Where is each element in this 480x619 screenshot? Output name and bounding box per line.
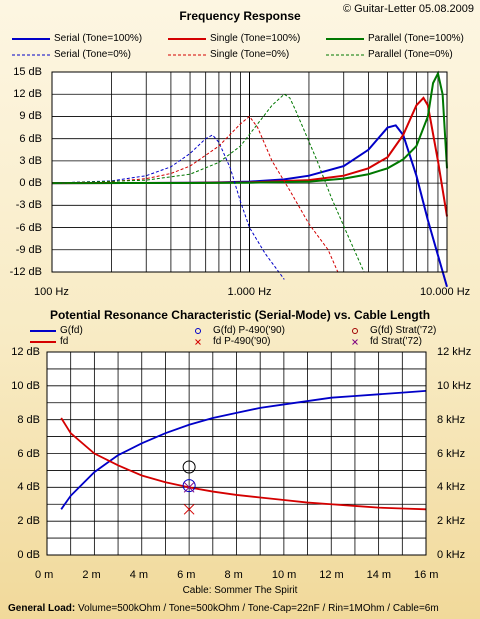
- y-tick-label: 12 dB: [13, 88, 42, 101]
- data-point-x: [183, 503, 195, 515]
- series-line: [51, 70, 448, 185]
- y2-tick-label: 6 kHz: [437, 447, 466, 460]
- series-line: [51, 115, 339, 273]
- x-tick-label: 8 m: [224, 569, 243, 581]
- data-point-circle: [182, 479, 196, 493]
- legend-label: fd P-490('90): [213, 336, 271, 347]
- legend-label: G(fd) P-490('90): [213, 325, 285, 336]
- frequency-response-chart: [51, 70, 448, 288]
- y-tick-label: 9 dB: [19, 110, 42, 123]
- x-tick-label: 14 m: [366, 569, 392, 581]
- y-tick-label: 3 dB: [19, 154, 42, 167]
- copyright-text: © Guitar-Letter 05.08.2009: [342, 3, 474, 15]
- y-tick-label: 12 dB: [11, 346, 40, 358]
- legend-label: Serial (Tone=0%): [54, 49, 131, 60]
- y2-tick-label: 8 kHz: [437, 413, 466, 426]
- series-line: [60, 417, 427, 511]
- legend-label: G(fd) Strat('72): [370, 325, 437, 336]
- x-tick-label: 12 m: [319, 569, 344, 581]
- legend-label: Serial (Tone=100%): [54, 33, 143, 44]
- y-tick-label: 6 dB: [17, 447, 40, 460]
- y2-tick-label: 0 kHz: [437, 549, 466, 561]
- x-tick-label: 16 m: [414, 569, 439, 581]
- x-tick-label: 10.000 Hz: [420, 286, 471, 298]
- x-tick-label: 10 m: [271, 569, 297, 581]
- x-tick-label: 100 Hz: [34, 286, 69, 298]
- y2-tick-label: 10 kHz: [437, 379, 472, 392]
- footer-general-load: General Load: Volume=500kOhm / Tone=500k…: [8, 603, 439, 614]
- legend-label: Parallel (Tone=100%): [368, 33, 464, 44]
- data-point-circle: [182, 460, 196, 474]
- footer-text: Volume=500kOhm / Tone=500kOhm / Tone-Cap…: [75, 603, 439, 614]
- y2-tick-label: 12 kHz: [437, 346, 472, 358]
- footer-label: General Load:: [8, 603, 76, 614]
- legend-label: Parallel (Tone=0%): [368, 49, 453, 60]
- legend-label: Single (Tone=0%): [210, 49, 290, 60]
- y-tick-label: 2 dB: [17, 515, 40, 528]
- y-tick-label: 6 dB: [19, 132, 42, 145]
- x-tick-label: 4 m: [129, 569, 149, 581]
- y-tick-label: -6 dB: [15, 221, 42, 234]
- x-tick-label: 6 m: [177, 569, 196, 581]
- y-tick-label: -3 dB: [15, 199, 42, 212]
- y-tick-label: -9 dB: [15, 243, 42, 256]
- legend-label: fd Strat('72): [370, 336, 422, 347]
- legend-label: G(fd): [60, 325, 83, 336]
- x-tick-label: 1.000 Hz: [227, 286, 272, 298]
- data-point-x: [183, 481, 195, 493]
- legend-label: fd: [60, 336, 69, 347]
- plot-border: [51, 71, 448, 273]
- plot-border: [46, 351, 427, 556]
- y-tick-label: 15 dB: [13, 66, 42, 78]
- y-tick-label: -12 dB: [9, 266, 42, 278]
- y-tick-label: 0 dB: [19, 177, 42, 190]
- legend-label: Single (Tone=100%): [210, 33, 301, 44]
- y-tick-label: 10 dB: [11, 379, 40, 392]
- chart2-x-label: Cable: Sommer The Spirit: [182, 585, 298, 596]
- y-tick-label: 8 dB: [17, 413, 40, 426]
- chart1-title: Frequency Response: [179, 9, 301, 23]
- series-line: [51, 93, 365, 273]
- y2-tick-label: 2 kHz: [437, 515, 466, 528]
- chart2-title: Potential Resonance Characteristic (Seri…: [49, 308, 431, 322]
- x-tick-label: 0 m: [35, 569, 54, 581]
- x-tick-label: 2 m: [82, 569, 101, 581]
- y-tick-label: 0 dB: [17, 549, 40, 561]
- y-tick-label: 4 dB: [17, 481, 40, 494]
- y2-tick-label: 4 kHz: [437, 481, 466, 494]
